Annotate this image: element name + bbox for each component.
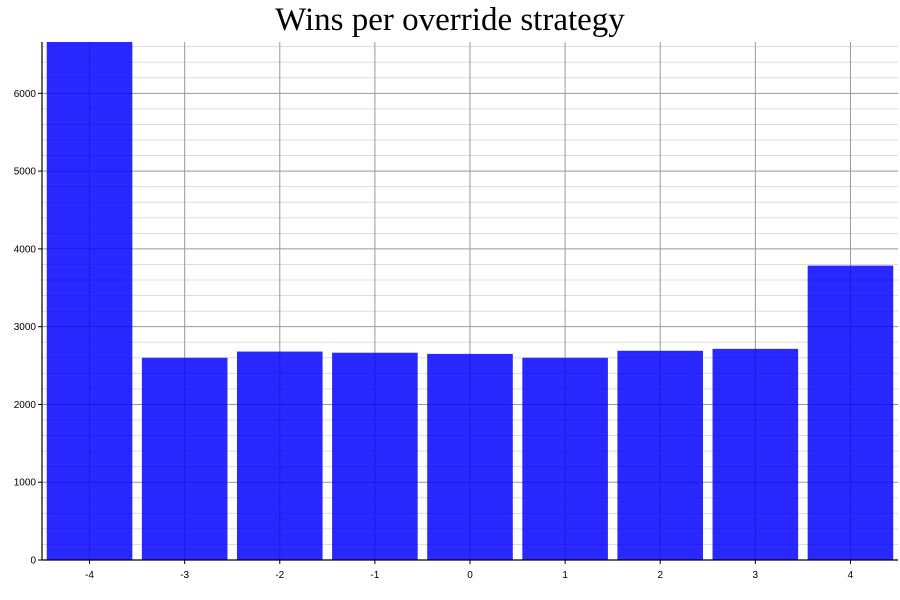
- y-axis-ticks: 0 1000 2000 3000 4000 5000 6000: [14, 89, 42, 567]
- bar-1: [522, 357, 608, 560]
- bars: [46, 42, 894, 560]
- x-tick-label: -2: [275, 570, 284, 581]
- y-tick-label: 1000: [14, 478, 37, 489]
- x-tick-label: 4: [848, 570, 854, 581]
- x-tick-label: 3: [753, 570, 759, 581]
- x-axis-ticks: -4 -3 -2 -1 0 1 2 3 4: [85, 560, 854, 581]
- y-tick-label: 3000: [14, 322, 37, 333]
- bar-0: [427, 353, 513, 560]
- bar-2: [617, 350, 704, 560]
- bar--4: [46, 42, 133, 560]
- y-tick-label: 5000: [14, 167, 37, 178]
- bar--2: [236, 351, 323, 560]
- x-tick-label: -4: [85, 570, 94, 581]
- chart-title: Wins per override strategy: [275, 2, 625, 38]
- x-tick-label: 2: [657, 570, 663, 581]
- x-tick-label: 0: [467, 570, 473, 581]
- x-tick-label: -3: [180, 570, 189, 581]
- x-tick-label: -1: [370, 570, 379, 581]
- x-tick-label: 1: [562, 570, 568, 581]
- y-tick-label: 4000: [14, 244, 37, 255]
- bar-3: [712, 348, 799, 560]
- y-tick-label: 2000: [14, 400, 37, 411]
- bar--3: [141, 357, 228, 560]
- y-tick-label: 0: [30, 556, 36, 567]
- y-tick-label: 6000: [14, 89, 37, 100]
- bar-4: [807, 265, 894, 560]
- bar--1: [332, 352, 418, 560]
